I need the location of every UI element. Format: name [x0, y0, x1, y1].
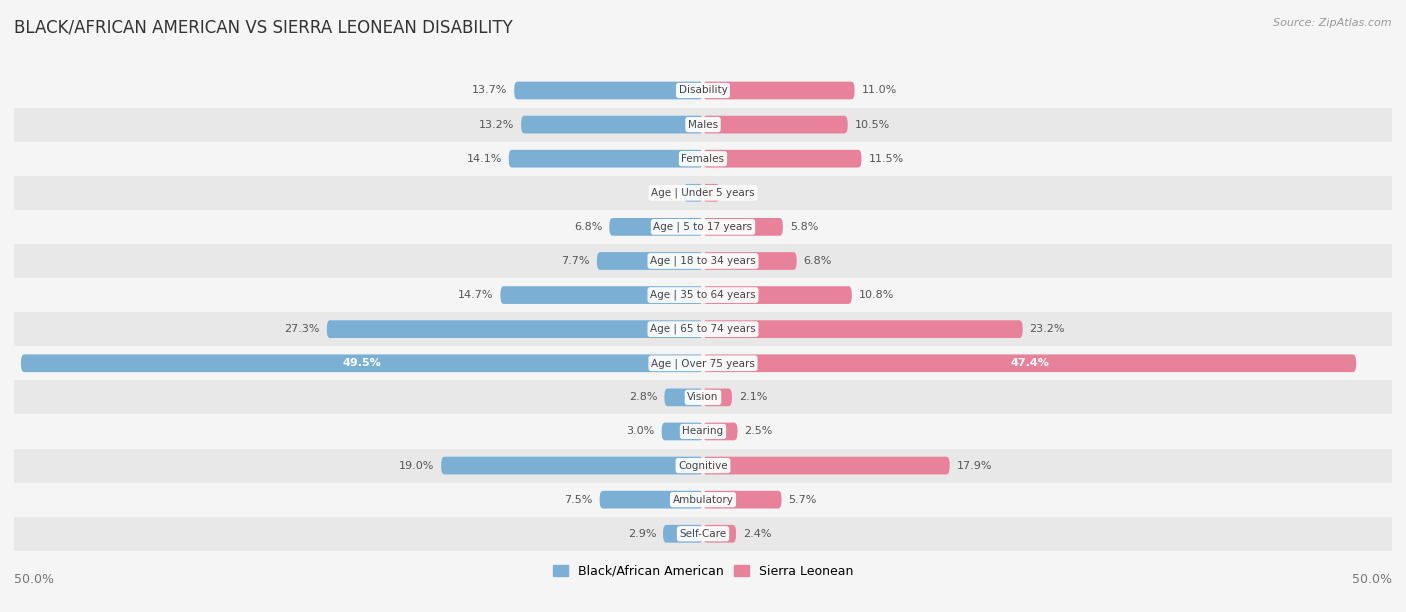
Bar: [14, 414, 1392, 449]
Text: Hearing: Hearing: [682, 427, 724, 436]
Text: 23.2%: 23.2%: [1029, 324, 1066, 334]
Text: Age | 65 to 74 years: Age | 65 to 74 years: [650, 324, 756, 334]
Text: BLACK/AFRICAN AMERICAN VS SIERRA LEONEAN DISABILITY: BLACK/AFRICAN AMERICAN VS SIERRA LEONEAN…: [14, 18, 513, 36]
Text: 13.7%: 13.7%: [472, 86, 508, 95]
Bar: [14, 346, 1392, 380]
FancyBboxPatch shape: [703, 457, 949, 474]
Text: Age | 5 to 17 years: Age | 5 to 17 years: [654, 222, 752, 232]
Bar: [14, 108, 1392, 141]
Text: 2.4%: 2.4%: [742, 529, 772, 539]
Text: 2.1%: 2.1%: [738, 392, 768, 402]
Bar: [14, 380, 1392, 414]
Text: 3.0%: 3.0%: [627, 427, 655, 436]
Text: Cognitive: Cognitive: [678, 461, 728, 471]
FancyBboxPatch shape: [703, 320, 1022, 338]
Text: Males: Males: [688, 119, 718, 130]
FancyBboxPatch shape: [501, 286, 703, 304]
FancyBboxPatch shape: [509, 150, 703, 168]
FancyBboxPatch shape: [609, 218, 703, 236]
Bar: [14, 312, 1392, 346]
FancyBboxPatch shape: [703, 184, 720, 201]
FancyBboxPatch shape: [703, 116, 848, 133]
Text: Disability: Disability: [679, 86, 727, 95]
Text: 13.2%: 13.2%: [479, 119, 515, 130]
Bar: [14, 210, 1392, 244]
Text: Age | 18 to 34 years: Age | 18 to 34 years: [650, 256, 756, 266]
Legend: Black/African American, Sierra Leonean: Black/African American, Sierra Leonean: [548, 560, 858, 583]
Text: 7.5%: 7.5%: [564, 494, 593, 505]
FancyBboxPatch shape: [21, 354, 703, 372]
Bar: [14, 141, 1392, 176]
FancyBboxPatch shape: [703, 525, 737, 543]
Bar: [14, 517, 1392, 551]
Bar: [14, 176, 1392, 210]
Text: 17.9%: 17.9%: [956, 461, 993, 471]
Bar: [14, 278, 1392, 312]
Bar: [14, 449, 1392, 483]
FancyBboxPatch shape: [441, 457, 703, 474]
FancyBboxPatch shape: [703, 491, 782, 509]
FancyBboxPatch shape: [703, 423, 738, 440]
Text: 27.3%: 27.3%: [284, 324, 321, 334]
Text: 2.9%: 2.9%: [627, 529, 657, 539]
FancyBboxPatch shape: [522, 116, 703, 133]
Text: Ambulatory: Ambulatory: [672, 494, 734, 505]
FancyBboxPatch shape: [703, 81, 855, 99]
Text: 10.5%: 10.5%: [855, 119, 890, 130]
FancyBboxPatch shape: [703, 354, 1357, 372]
FancyBboxPatch shape: [515, 81, 703, 99]
FancyBboxPatch shape: [703, 252, 797, 270]
Text: 10.8%: 10.8%: [859, 290, 894, 300]
Text: Age | 35 to 64 years: Age | 35 to 64 years: [650, 290, 756, 300]
Text: 11.5%: 11.5%: [869, 154, 904, 163]
Text: 11.0%: 11.0%: [862, 86, 897, 95]
Text: Age | Over 75 years: Age | Over 75 years: [651, 358, 755, 368]
Text: 47.4%: 47.4%: [1010, 358, 1049, 368]
Text: 50.0%: 50.0%: [14, 573, 53, 586]
FancyBboxPatch shape: [664, 525, 703, 543]
Text: 49.5%: 49.5%: [343, 358, 381, 368]
Text: Age | Under 5 years: Age | Under 5 years: [651, 187, 755, 198]
Text: Self-Care: Self-Care: [679, 529, 727, 539]
Text: 5.8%: 5.8%: [790, 222, 818, 232]
FancyBboxPatch shape: [598, 252, 703, 270]
Text: 1.2%: 1.2%: [727, 188, 755, 198]
Text: 1.4%: 1.4%: [648, 188, 676, 198]
Text: 19.0%: 19.0%: [399, 461, 434, 471]
FancyBboxPatch shape: [703, 389, 733, 406]
Text: 2.5%: 2.5%: [744, 427, 773, 436]
FancyBboxPatch shape: [703, 218, 783, 236]
Text: Vision: Vision: [688, 392, 718, 402]
FancyBboxPatch shape: [703, 286, 852, 304]
Text: 6.8%: 6.8%: [574, 222, 602, 232]
Text: 14.7%: 14.7%: [458, 290, 494, 300]
Bar: [14, 483, 1392, 517]
Text: Females: Females: [682, 154, 724, 163]
FancyBboxPatch shape: [703, 150, 862, 168]
Text: 7.7%: 7.7%: [561, 256, 591, 266]
FancyBboxPatch shape: [662, 423, 703, 440]
FancyBboxPatch shape: [599, 491, 703, 509]
Text: Source: ZipAtlas.com: Source: ZipAtlas.com: [1274, 18, 1392, 28]
Text: 2.8%: 2.8%: [628, 392, 658, 402]
Text: 6.8%: 6.8%: [804, 256, 832, 266]
FancyBboxPatch shape: [683, 184, 703, 201]
Bar: [14, 73, 1392, 108]
Text: 50.0%: 50.0%: [1353, 573, 1392, 586]
Text: 5.7%: 5.7%: [789, 494, 817, 505]
Bar: [14, 244, 1392, 278]
FancyBboxPatch shape: [665, 389, 703, 406]
FancyBboxPatch shape: [326, 320, 703, 338]
Text: 14.1%: 14.1%: [467, 154, 502, 163]
